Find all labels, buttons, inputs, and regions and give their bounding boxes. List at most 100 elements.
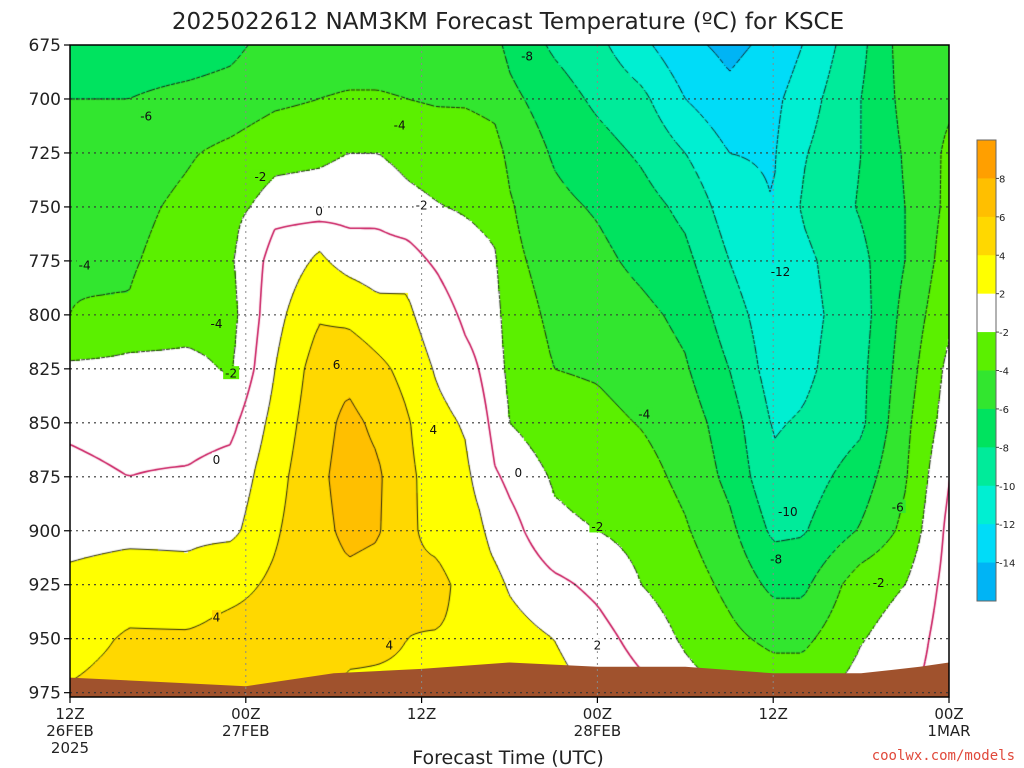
contour-label-bg [889, 500, 906, 514]
colorbar-bin [977, 524, 996, 564]
contour-label: -12 [771, 265, 791, 279]
x-tick-label: 26FEB [46, 722, 93, 740]
contour-label-bg [252, 169, 269, 183]
contour-label: -6 [140, 110, 152, 124]
contour-label-bg [223, 366, 240, 380]
contour-label-bg [636, 407, 653, 421]
x-tick-label: 28FEB [574, 722, 621, 740]
contour-label: -2 [416, 198, 428, 212]
contour-label-bg [768, 551, 785, 565]
contour-label-bg [513, 465, 523, 479]
colorbar-bin [977, 408, 996, 448]
y-tick-label: 825 [29, 360, 61, 380]
colorbar-bin [977, 216, 996, 256]
y-tick-label: 750 [29, 198, 61, 218]
colorbar-bin [977, 255, 996, 295]
credit-text[interactable]: coolwx.com/models [872, 748, 1015, 764]
contour-label: -4 [638, 408, 650, 422]
contour-label: -4 [211, 317, 223, 331]
colorbar-tick-label: -12 [999, 520, 1015, 531]
contour-label-bg [391, 117, 408, 131]
x-tick-label: 12Z [55, 705, 84, 723]
contour-label-bg [138, 109, 155, 123]
y-tick-label: 950 [29, 630, 61, 650]
colorbar-bin [977, 485, 996, 525]
contour-label: 0 [514, 466, 522, 480]
x-axis-label: Forecast Time (UTC) [412, 747, 603, 768]
colorbar-tick-label: 2 [999, 290, 1005, 301]
x-tick-label: 12Z [759, 705, 788, 723]
contour-label: 4 [386, 639, 394, 653]
contour-label-bg [519, 48, 536, 62]
x-tick-label: 2025 [51, 739, 89, 757]
contour-label: -2 [254, 170, 266, 184]
colorbar-bin [977, 293, 996, 333]
contour-label: -4 [394, 118, 406, 132]
colorbar-bin [977, 178, 996, 218]
colorbar-bin [977, 140, 996, 179]
y-tick-label: 700 [29, 90, 61, 110]
plot-area: -8 -6 -4 -2 -2 0 -4 -4 -12 -2 6 -4 4 0 0 -10 -6 -2 -8 -2 4 4 2 [69, 44, 950, 698]
contour-labels: -8 -6 -4 -2 -2 0 -4 -4 -12 -2 6 -4 4 0 0 -10 -6 -2 -8 -2 4 4 2 [76, 48, 906, 653]
contour-label: 4 [213, 611, 221, 625]
colorbar-bin [977, 447, 996, 487]
x-tick-label: 00Z [934, 705, 963, 723]
colorbar-tick-label: -14 [999, 559, 1015, 570]
colorbar-tick-label: -8 [999, 443, 1009, 454]
contour-label: 4 [429, 423, 437, 437]
colorbar-bin [977, 332, 996, 371]
contour-label: -2 [225, 367, 237, 381]
contour-label-bg [212, 452, 221, 466]
contour-label-bg [870, 575, 887, 589]
colorbar-legend: 8 6 4 2 -2 -4 -6 -8 -10 -12 -14 [976, 139, 1015, 602]
colorbar-tick-label: -10 [999, 482, 1015, 493]
contour-label-bg [384, 638, 394, 652]
contour-label-bg [769, 264, 793, 278]
colorbar-tick-label: 6 [999, 213, 1005, 224]
contour-label-bg [212, 610, 221, 624]
x-tick-label: 00Z [231, 705, 260, 723]
colorbar-tick-label: 4 [999, 251, 1005, 262]
y-tick-label: 775 [29, 252, 61, 272]
contour-label: 2 [594, 639, 602, 653]
colorbar-tick-label: -2 [999, 328, 1009, 339]
y-tick-label: 925 [29, 576, 61, 596]
contour-label-bg [314, 204, 324, 218]
chart-title: 2025022612 NAM3KM Forecast Temperature (… [172, 9, 844, 35]
contour-label-bg [413, 197, 430, 211]
contour-label: -2 [591, 520, 603, 534]
contour-label: -6 [892, 501, 904, 515]
contour-label-bg [208, 316, 225, 330]
contour-label: -2 [873, 576, 885, 590]
colorbar-tick-label: -4 [999, 367, 1009, 378]
contour-label: 6 [333, 358, 341, 372]
contour-label: -4 [79, 259, 91, 273]
contour-label-bg [592, 638, 602, 652]
contour-label: -10 [778, 505, 798, 519]
y-tick-label: 725 [29, 144, 61, 164]
y-tick-label: 850 [29, 414, 61, 434]
x-tick-label: 27FEB [222, 722, 269, 740]
contour-label: -8 [521, 49, 533, 63]
contour-label: 0 [315, 205, 323, 219]
contour-label: 0 [213, 453, 221, 467]
colorbar-tick-label: 8 [999, 174, 1005, 185]
plot-frame [69, 44, 950, 698]
contour-label-bg [589, 519, 606, 533]
contour-label-bg [76, 258, 93, 272]
terrain-fill [70, 662, 949, 697]
x-tick-label: 12Z [407, 705, 436, 723]
y-axis: 675 700 725 750 775 800 825 850 875 900 925 950 975 [29, 36, 70, 704]
y-tick-label: 675 [29, 36, 61, 56]
contour-label: -8 [770, 552, 782, 566]
temperature-field [70, 45, 949, 697]
colorbar-bin [977, 562, 996, 602]
x-tick-label: 00Z [583, 705, 612, 723]
x-tick-label: 1MAR [927, 722, 970, 740]
grid-lines [70, 44, 949, 697]
y-tick-label: 800 [29, 306, 61, 326]
y-tick-label: 875 [29, 468, 61, 488]
contour-label-bg [332, 357, 342, 371]
